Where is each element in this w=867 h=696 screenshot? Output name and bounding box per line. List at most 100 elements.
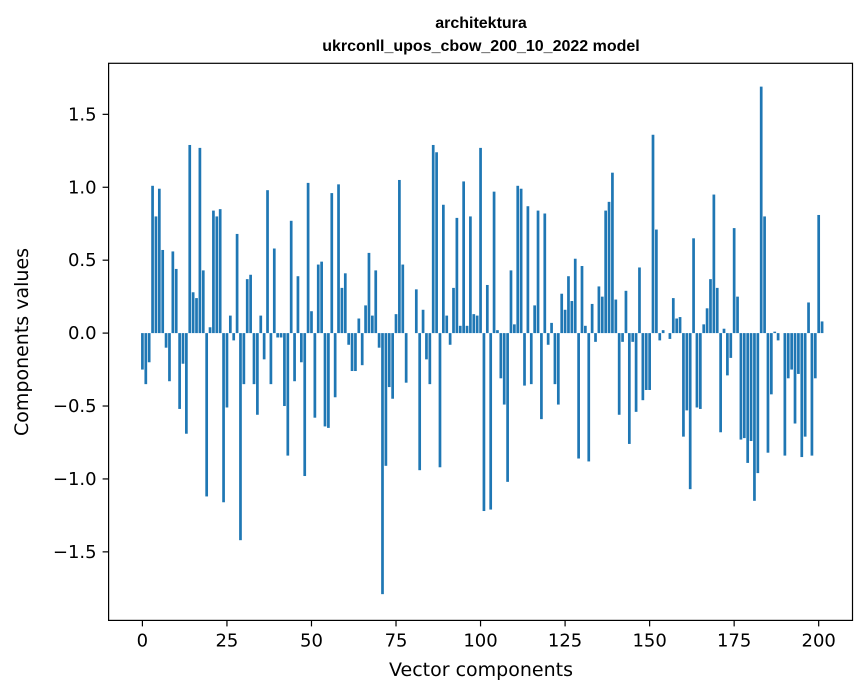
bar-component-170 <box>715 287 719 334</box>
bar-component-22 <box>215 216 219 334</box>
bar-component-162 <box>688 333 692 490</box>
bar-component-9 <box>171 251 175 334</box>
bar-component-10 <box>174 268 178 334</box>
bar-component-63 <box>354 333 357 372</box>
bar-component-28 <box>235 233 239 334</box>
bar-component-167 <box>705 308 709 334</box>
bar-component-15 <box>191 292 195 334</box>
bar-component-195 <box>800 333 804 458</box>
bar-component-128 <box>573 258 577 334</box>
bar-component-164 <box>695 333 699 408</box>
y-tick-label: 1.5 <box>68 104 97 125</box>
x-tick-label: 200 <box>802 630 836 651</box>
bar-component-129 <box>577 333 580 459</box>
bar-component-115 <box>529 333 533 385</box>
bar-component-177 <box>739 333 743 440</box>
bar-component-67 <box>367 252 371 334</box>
bar-component-101 <box>482 333 486 512</box>
bar-component-14 <box>188 144 192 334</box>
y-tick-label: −1.0 <box>53 469 97 490</box>
bar-component-51 <box>313 333 317 418</box>
bar-component-107 <box>502 333 506 405</box>
bar-component-119 <box>543 213 547 334</box>
bar-component-33 <box>252 333 256 385</box>
x-tick-label: 0 <box>137 630 148 651</box>
bar-component-85 <box>428 333 432 385</box>
bar-component-55 <box>327 333 330 428</box>
bar-component-88 <box>438 333 442 468</box>
bar-component-175 <box>732 228 736 334</box>
bar-component-109 <box>509 270 513 334</box>
bar-component-65 <box>360 333 364 366</box>
bar-component-126 <box>567 276 570 334</box>
bar-component-131 <box>584 325 587 334</box>
bar-component-26 <box>228 315 232 334</box>
bar-component-47 <box>299 333 303 363</box>
bar-component-134 <box>594 333 597 342</box>
bar-component-157 <box>671 298 675 334</box>
bar-component-161 <box>685 333 689 411</box>
bar-component-150 <box>648 333 651 390</box>
bar-component-156 <box>668 333 672 339</box>
bar-component-98 <box>472 314 476 334</box>
bar-component-77 <box>401 264 405 334</box>
bar-component-41 <box>279 333 283 338</box>
chart-subtitle: ukrconll_upos_cbow_200_10_2022 model <box>322 38 639 55</box>
bar-component-102 <box>485 284 489 334</box>
plot-frame <box>107 62 854 621</box>
bar-component-3 <box>151 185 154 334</box>
bar-component-106 <box>499 333 503 379</box>
bar-component-135 <box>597 286 601 334</box>
bar-component-174 <box>729 333 733 358</box>
bar-component-61 <box>347 333 351 345</box>
bar-component-53 <box>320 261 323 334</box>
bar-component-108 <box>506 333 509 482</box>
x-tick-label: 100 <box>463 630 497 651</box>
bar-component-44 <box>289 220 293 334</box>
bar-component-4 <box>154 216 158 334</box>
bar-component-163 <box>692 238 695 334</box>
bar-component-35 <box>259 315 263 334</box>
bar-component-149 <box>644 333 648 390</box>
bar-component-121 <box>550 322 553 334</box>
x-tick-label: 150 <box>632 630 666 651</box>
bar-component-91 <box>448 333 452 345</box>
bar-component-185 <box>766 333 770 453</box>
bar-component-184 <box>763 216 766 334</box>
y-tick-label: −1.5 <box>53 542 97 563</box>
bar-component-179 <box>746 333 750 463</box>
bar-component-154 <box>661 330 665 334</box>
bar-component-90 <box>445 315 449 334</box>
bar-component-36 <box>262 333 266 360</box>
bar-component-18 <box>201 270 205 334</box>
bar-component-89 <box>442 204 445 334</box>
bar-component-173 <box>726 333 729 376</box>
bar-component-105 <box>496 330 499 334</box>
bar-component-193 <box>793 333 797 424</box>
bar-component-168 <box>709 279 712 334</box>
bar-component-183 <box>759 86 763 334</box>
bar-component-191 <box>786 333 790 379</box>
bar-component-76 <box>398 179 401 334</box>
bar-component-71 <box>381 333 384 595</box>
bar-component-86 <box>431 144 435 334</box>
bar-component-133 <box>590 303 594 334</box>
bar-component-84 <box>425 333 428 360</box>
bar-component-6 <box>161 249 165 334</box>
bar-component-27 <box>232 333 236 341</box>
bar-component-153 <box>658 333 662 341</box>
bar-component-182 <box>756 333 760 474</box>
bar-component-32 <box>249 274 252 334</box>
bar-component-176 <box>736 296 739 334</box>
bar-component-57 <box>333 333 337 398</box>
bar-component-94 <box>458 325 462 334</box>
bar-component-165 <box>698 333 702 409</box>
bar-component-93 <box>455 217 459 334</box>
bar-component-64 <box>357 318 361 334</box>
bar-component-52 <box>316 264 320 334</box>
bar-component-62 <box>350 333 354 372</box>
bar-component-169 <box>712 194 716 334</box>
bar-component-37 <box>266 190 269 334</box>
bar-component-140 <box>614 299 618 334</box>
x-tick-label: 75 <box>385 630 408 651</box>
